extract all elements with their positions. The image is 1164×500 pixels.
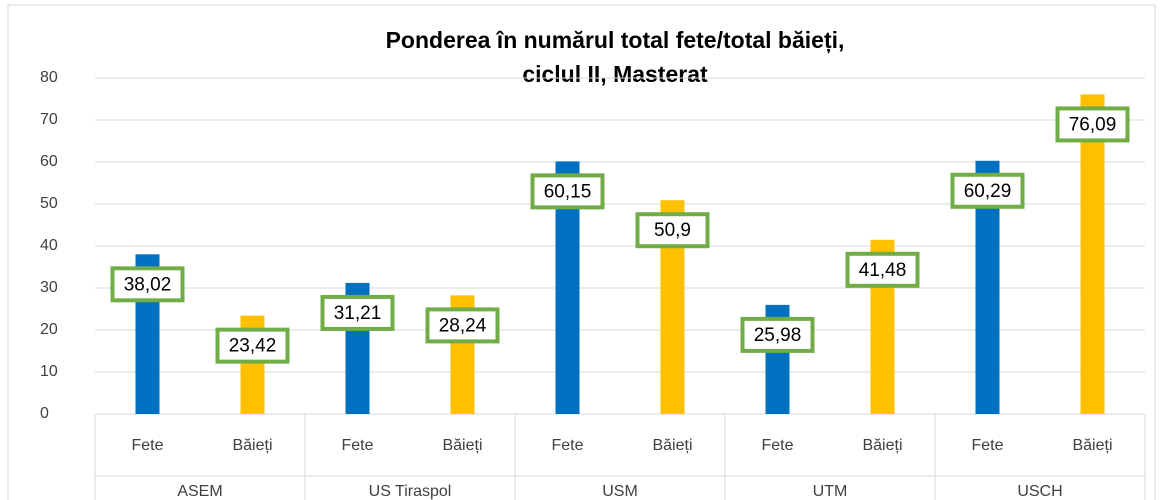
y-tick-label: 50: [40, 195, 58, 212]
bar: [1080, 94, 1105, 414]
x-tick-label: Băieți: [652, 437, 692, 454]
data-label: 41,48: [859, 260, 907, 281]
group-label: USCH: [1017, 483, 1062, 500]
data-label-box: [950, 172, 1025, 209]
data-label-box: [320, 294, 395, 331]
x-tick-label: Fete: [761, 437, 793, 454]
data-label: 23,42: [229, 336, 277, 357]
group-label: ASEM: [177, 483, 222, 500]
chart-border: [7, 4, 1156, 500]
data-label: 38,02: [124, 274, 172, 295]
x-tick-label: Băieți: [862, 437, 902, 454]
data-label: 60,15: [544, 181, 592, 202]
x-tick-label: Băieți: [442, 437, 482, 454]
data-label-box: [740, 316, 815, 353]
x-tick-label: Băieți: [1072, 437, 1112, 454]
data-label: 60,29: [964, 181, 1012, 202]
x-tick-label: Fete: [551, 437, 583, 454]
data-label-box: [530, 173, 605, 210]
y-tick-label: 10: [40, 363, 58, 380]
y-tick-label: 30: [40, 279, 58, 296]
chart-title: ciclul II, Masterat: [522, 61, 708, 87]
y-tick-label: 70: [40, 111, 58, 128]
data-label-box: [425, 307, 500, 344]
y-tick-label: 0: [40, 405, 49, 422]
x-tick-label: Fete: [971, 437, 1003, 454]
data-label: 50,9: [654, 220, 691, 241]
data-label: 76,09: [1069, 114, 1117, 135]
y-tick-label: 80: [40, 69, 58, 86]
group-label: UTM: [813, 483, 848, 500]
y-tick-label: 60: [40, 153, 58, 170]
group-label: USM: [602, 483, 638, 500]
data-label: 31,21: [334, 303, 382, 324]
data-label: 28,24: [439, 315, 487, 336]
chart-title: Ponderea în numărul total fete/total băi…: [386, 27, 845, 54]
data-label-box: [1055, 106, 1130, 143]
group-label: US Tiraspol: [369, 483, 452, 500]
data-label-box: [635, 212, 710, 249]
y-tick-label: 20: [40, 321, 58, 338]
data-label: 25,98: [754, 325, 802, 346]
data-label-box: [215, 327, 290, 364]
x-tick-label: Băieți: [232, 437, 272, 454]
y-tick-label: 40: [40, 237, 58, 254]
x-tick-label: Fete: [131, 437, 163, 454]
data-label-box: [110, 266, 185, 303]
data-label-box: [845, 251, 920, 288]
x-tick-label: Fete: [341, 437, 373, 454]
